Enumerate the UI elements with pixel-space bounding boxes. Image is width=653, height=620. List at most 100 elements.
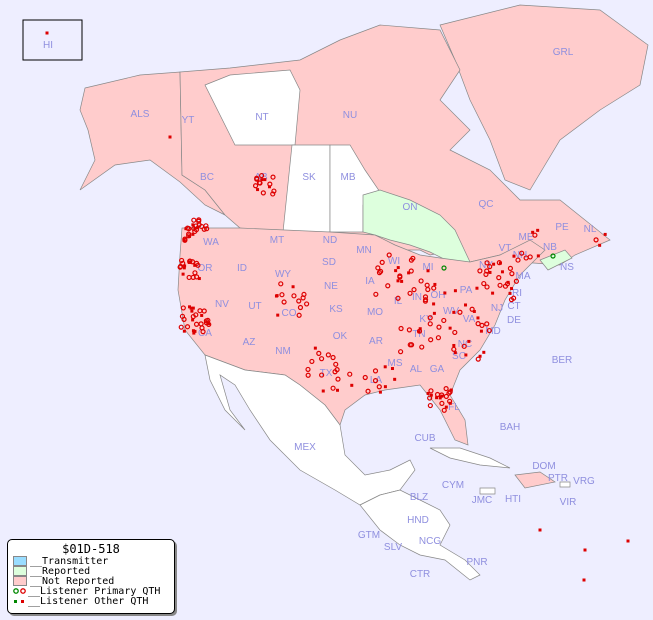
- listener-primary-qth-marker: [395, 295, 401, 301]
- listener-primary-qth-marker: [431, 285, 437, 291]
- listener-primary-qth-marker: [441, 407, 447, 413]
- region-label-mn: MN: [356, 245, 372, 256]
- region-label-hnd: HND: [407, 515, 429, 526]
- listener-primary-qth-marker: [439, 400, 445, 407]
- listener-primary-qth-marker: [436, 324, 442, 330]
- listener-other-qth-marker: [433, 282, 437, 286]
- listener-primary-qth-marker: [304, 301, 310, 307]
- listener-primary-qth-marker: [375, 265, 381, 271]
- region-label-ky: KY: [419, 314, 433, 325]
- region-label-co: CO: [282, 308, 297, 319]
- listener-primary-qth-marker: [475, 356, 481, 362]
- listener-other-qth-marker: [512, 254, 516, 258]
- legend-primary-qth: __Listener Primary QTH: [8, 586, 174, 597]
- listener-other-qth-marker: [464, 353, 468, 357]
- listener-primary-qth-marker: [204, 226, 210, 232]
- listener-other-qth-marker: [383, 365, 387, 369]
- listener-primary-qth-marker: [318, 356, 325, 362]
- region-label-oh: OH: [431, 290, 446, 301]
- region-grl: [439, 4, 649, 191]
- listener-primary-qth-marker: [296, 312, 302, 318]
- listener-primary-qth-marker: [203, 320, 210, 326]
- listener-other-qth-marker: [472, 309, 476, 313]
- listener-primary-qth-marker: [486, 327, 492, 334]
- listener-other-qth-marker: [260, 178, 264, 182]
- listener-primary-qth-marker: [451, 346, 457, 352]
- region-label-ct: CT: [507, 301, 520, 312]
- listener-other-qth-marker: [536, 228, 540, 232]
- reported-swatch: [13, 566, 27, 576]
- region-label-ncg: NCG: [419, 536, 441, 547]
- listener-other-qth-marker: [432, 311, 436, 315]
- listener-primary-qth-marker: [260, 190, 266, 196]
- region-label-md: MD: [485, 326, 501, 337]
- listener-other-qth-marker: [168, 135, 172, 139]
- region-label-vir: VIR: [560, 497, 577, 508]
- listener-primary-qth-marker: [184, 324, 191, 330]
- region-label-de: DE: [507, 315, 521, 326]
- region-label-blz: BLZ: [410, 492, 428, 503]
- listener-primary-qth-marker: [532, 232, 538, 238]
- listener-primary-qth-marker: [372, 378, 379, 384]
- listener-other-qth-marker: [498, 261, 502, 265]
- region-label-pa: PA: [460, 285, 473, 296]
- transmitter-swatch: [13, 556, 27, 566]
- region-label-nl: NL: [584, 224, 597, 235]
- listener-primary-qth-marker: [509, 271, 515, 277]
- listener-other-qth-marker: [476, 316, 480, 320]
- listener-primary-qth-marker: [398, 349, 404, 355]
- listener-primary-qth-marker: [427, 395, 433, 401]
- listener-other-qth-marker: [193, 329, 197, 333]
- region-label-on: ON: [403, 202, 418, 213]
- listener-other-qth-marker: [350, 383, 354, 387]
- region-label-wy: WY: [275, 269, 291, 280]
- region-ns: [539, 249, 573, 271]
- listener-primary-qth-marker: [477, 268, 483, 274]
- region-label-hti: HTI: [505, 494, 521, 505]
- listener-primary-qth-marker: [446, 390, 452, 396]
- region-label-pe: PE: [555, 222, 569, 233]
- region-label-cub: CUB: [414, 433, 435, 444]
- listener-other-qth-marker: [276, 313, 280, 317]
- region-label-il: IL: [394, 296, 403, 307]
- listener-other-qth-marker: [195, 226, 199, 230]
- region-label-ok: OK: [333, 331, 348, 342]
- listener-primary-qth-marker: [418, 278, 424, 284]
- listener-primary-qth-marker: [201, 308, 207, 314]
- listener-primary-qth-marker: [457, 309, 463, 315]
- region-label-nb: NB: [543, 242, 557, 253]
- listener-other-qth-marker: [197, 277, 201, 281]
- listener-primary-qth-marker: [447, 389, 453, 395]
- listener-primary-qth-marker: [177, 264, 183, 270]
- listener-other-qth-marker: [275, 294, 279, 298]
- listener-primary-qth-marker: [278, 281, 284, 287]
- circle-marker-icon: [13, 587, 28, 595]
- region-label-ut: UT: [248, 301, 261, 312]
- listener-primary-qth-marker: [428, 337, 434, 343]
- listener-other-qth-marker: [396, 266, 400, 270]
- region-label-id: ID: [237, 263, 247, 274]
- listener-primary-qth-marker: [193, 312, 199, 318]
- listener-other-qth-marker: [508, 291, 512, 295]
- listener-other-qth-marker: [336, 388, 340, 392]
- legend-label: __Listener Other QTH: [28, 595, 149, 607]
- region-label-hi: HI: [43, 40, 53, 51]
- region-label-fl: FL: [448, 402, 460, 413]
- region-label-ri: RI: [512, 288, 522, 299]
- listener-other-qth-marker: [182, 239, 186, 243]
- listener-primary-qth-marker: [513, 278, 519, 284]
- listener-primary-qth-marker: [519, 250, 525, 256]
- listener-primary-qth-marker: [428, 388, 434, 394]
- region-label-wv: WV: [443, 306, 459, 317]
- legend-reported: __Reported: [8, 566, 174, 577]
- legend-not-reported: __Not Reported: [8, 576, 174, 587]
- listener-other-qth-marker: [45, 31, 49, 35]
- listener-other-qth-marker: [191, 223, 195, 227]
- listener-primary-qth-marker: [191, 217, 197, 223]
- square-marker-icon: [13, 597, 28, 605]
- legend-label: __Transmitter: [30, 555, 109, 567]
- region-label-ne: NE: [324, 281, 338, 292]
- region-label-wa: WA: [203, 237, 219, 248]
- listener-other-qth-marker: [510, 287, 514, 291]
